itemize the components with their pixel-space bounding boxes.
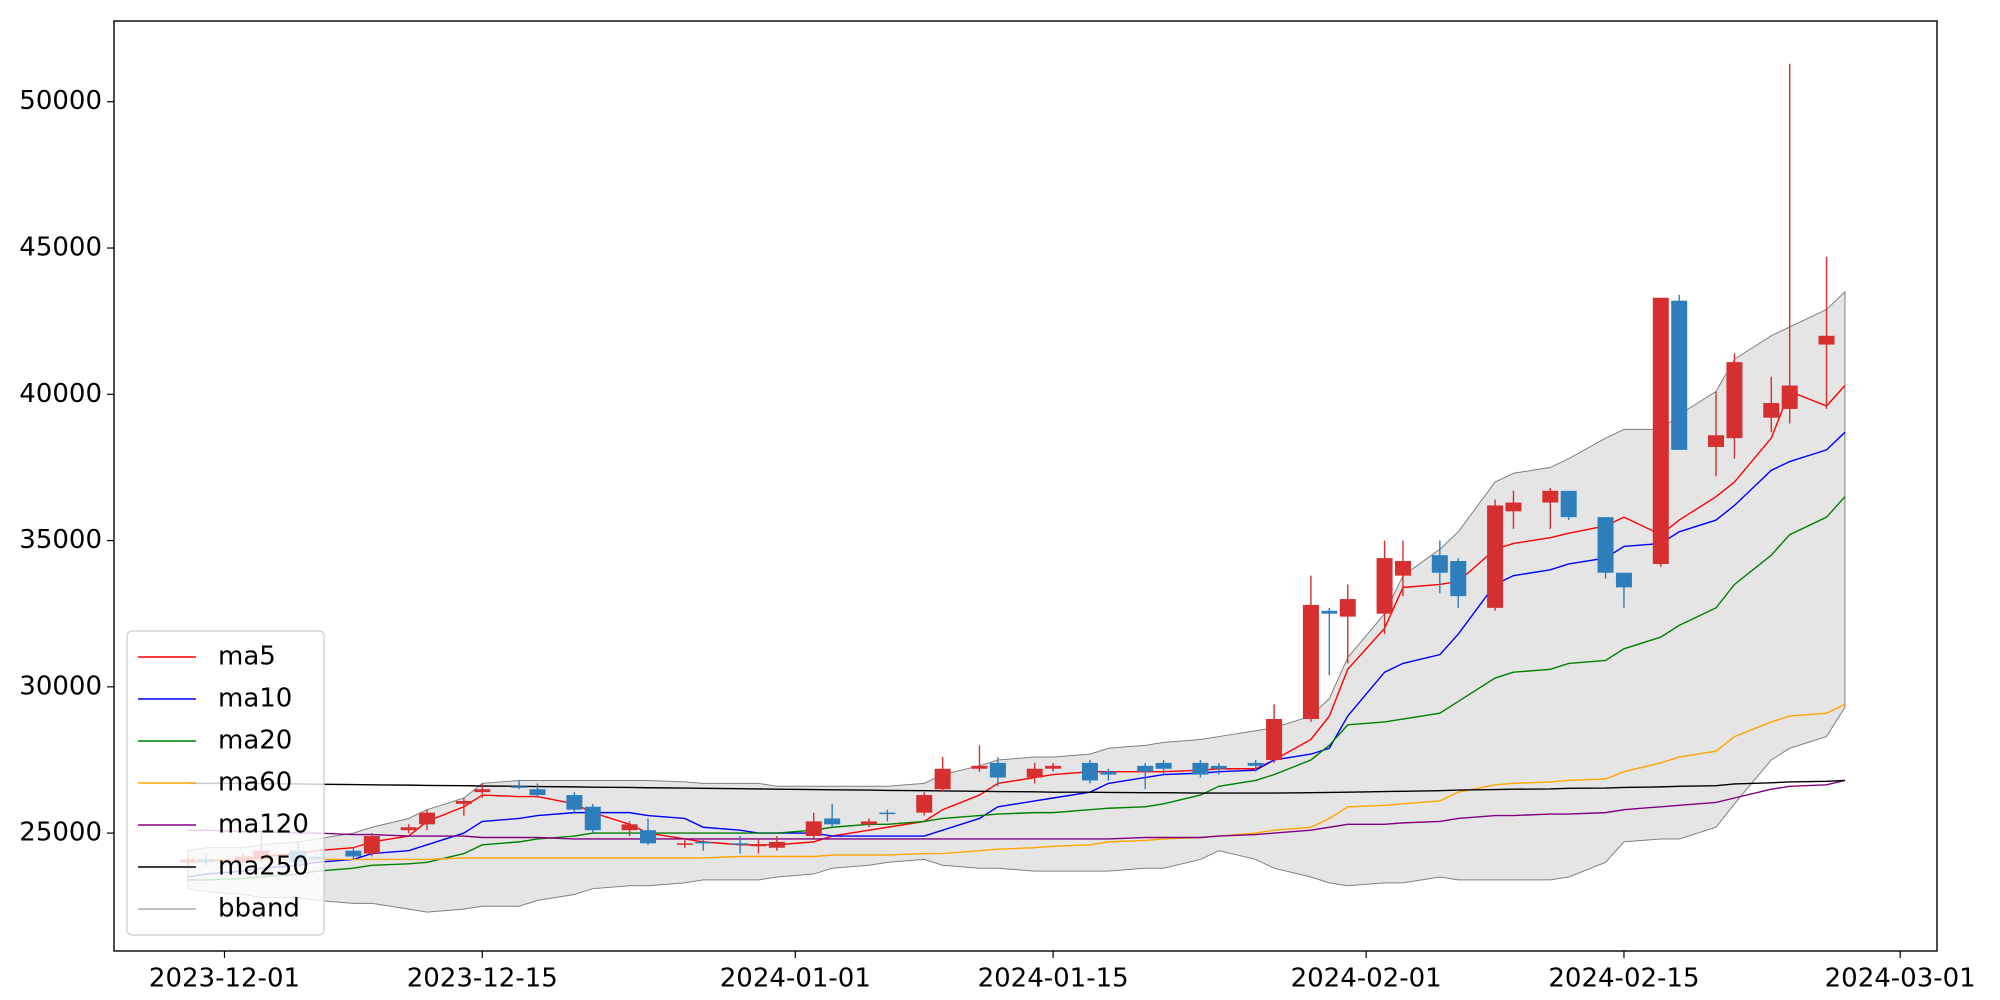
candle-body — [695, 841, 712, 844]
bollinger-band — [187, 290, 1846, 913]
candle-body — [1137, 765, 1154, 772]
candle-body — [1615, 572, 1632, 588]
candle-body — [1339, 599, 1356, 617]
legend-label: ma250 — [218, 852, 309, 882]
candle-body — [529, 789, 546, 796]
candle-body — [566, 795, 583, 810]
x-tick-label: 2024-01-15 — [978, 964, 1129, 994]
x-tick-label: 2024-02-01 — [1291, 964, 1442, 994]
candle-body — [676, 843, 693, 845]
ma-line — [187, 703, 1846, 861]
candle-body — [989, 762, 1006, 778]
ma-line — [187, 496, 1846, 881]
candle-body — [1302, 604, 1319, 720]
candle-body — [1081, 762, 1098, 781]
candle-body — [1045, 765, 1062, 769]
candle-body — [879, 812, 896, 815]
candle-body — [1726, 362, 1743, 439]
candle-body — [1763, 403, 1780, 418]
candle-body — [1376, 558, 1393, 614]
legend-label: ma120 — [218, 810, 309, 840]
candle-body — [1100, 771, 1117, 775]
legend-box — [126, 630, 325, 936]
candle-body — [511, 786, 528, 788]
candle-body — [1818, 335, 1835, 345]
candle-body — [474, 789, 491, 793]
x-tick-label: 2024-03-01 — [1825, 964, 1976, 994]
candle-body — [363, 836, 380, 854]
legend-label: ma20 — [218, 726, 292, 756]
plot — [179, 63, 1846, 913]
candle-body — [621, 824, 638, 831]
candle-body — [584, 806, 601, 831]
legend-label: ma60 — [218, 768, 292, 798]
candle-body — [732, 843, 749, 845]
candle-body — [1652, 297, 1669, 564]
candle-body — [860, 821, 877, 825]
legend-label: ma10 — [218, 684, 292, 714]
y-tick-label: 30000 — [19, 671, 102, 701]
candle-body — [916, 795, 933, 813]
y-tick-label: 50000 — [19, 86, 102, 116]
candle-body — [1671, 300, 1688, 450]
candle-body — [824, 818, 841, 825]
candle-body — [805, 821, 822, 837]
candle-body — [768, 841, 785, 848]
candle-body — [1505, 502, 1522, 512]
candle-body — [934, 768, 951, 790]
x-tick-label: 2024-02-15 — [1548, 964, 1699, 994]
candle-body — [455, 800, 472, 804]
y-tick-label: 40000 — [19, 379, 102, 409]
candle-body — [400, 827, 417, 831]
candle-body — [419, 812, 436, 825]
candle-body — [1597, 517, 1614, 573]
legend: ma5 ma10 ma20 ma60 ma120 ma250 bband — [126, 630, 325, 936]
candle-body — [1560, 490, 1577, 518]
ma-line — [187, 779, 1845, 794]
plot-frame — [113, 20, 1938, 952]
x-tick-label: 2023-12-15 — [407, 964, 558, 994]
candle-body — [1781, 385, 1798, 409]
candle-body — [345, 850, 362, 857]
candle-body — [640, 830, 657, 844]
candle-body — [1394, 561, 1411, 576]
x-tick-label: 2024-01-01 — [720, 964, 871, 994]
candle-body — [1247, 762, 1264, 766]
candle-body — [1266, 719, 1283, 760]
candle-body — [1155, 762, 1172, 769]
candle-body — [1542, 490, 1559, 503]
legend-label: bband — [218, 894, 300, 924]
y-tick-label: 25000 — [19, 818, 102, 848]
ma-line — [187, 779, 1846, 840]
candle-body — [1708, 435, 1725, 447]
candle-body — [1192, 762, 1209, 775]
candle-body — [971, 765, 988, 769]
ma-line — [187, 385, 1846, 864]
candle-body — [1026, 768, 1043, 778]
legend-label: ma5 — [218, 642, 276, 672]
ma-line — [187, 431, 1846, 878]
candle-body — [1487, 505, 1504, 608]
candle-body — [1210, 765, 1227, 769]
candle-body — [1431, 555, 1448, 573]
y-tick-label: 45000 — [19, 233, 102, 263]
candle-body — [1321, 610, 1338, 614]
x-tick-label: 2023-12-01 — [149, 964, 300, 994]
candle-body — [750, 844, 767, 847]
y-tick-label: 35000 — [19, 525, 102, 555]
candle-body — [1450, 561, 1467, 597]
